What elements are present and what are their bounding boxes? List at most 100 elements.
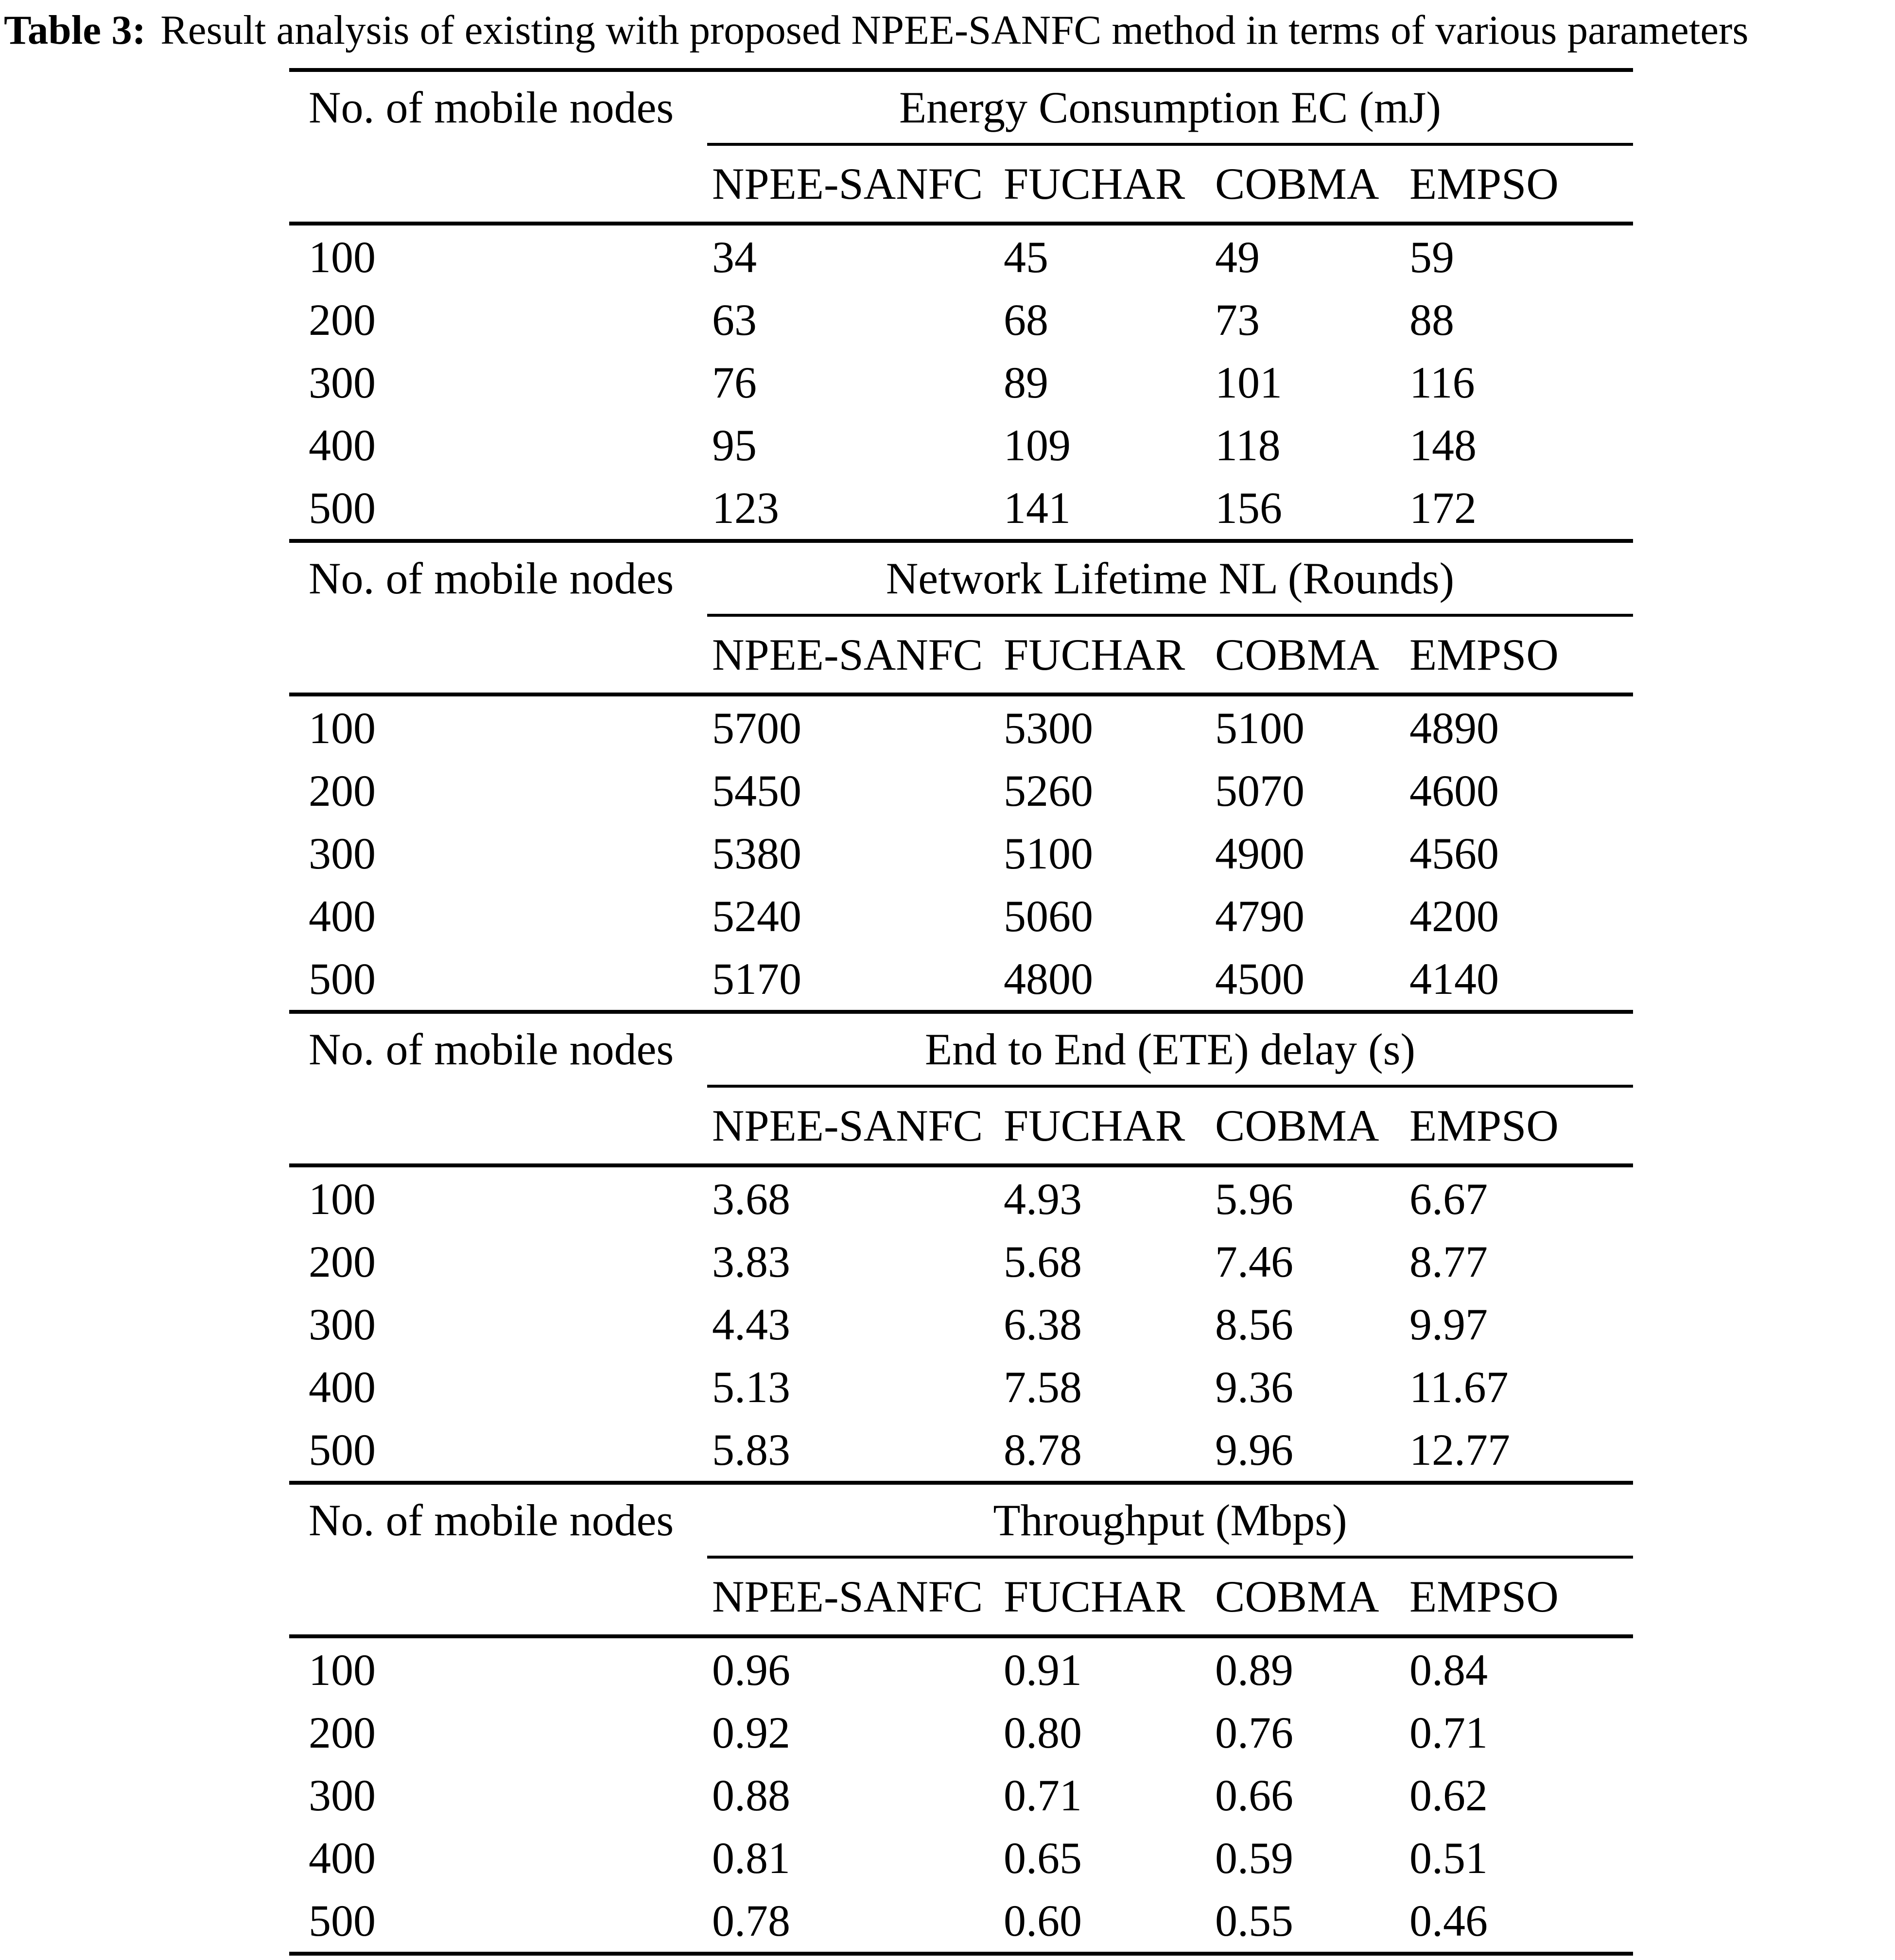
value-cell: 49: [1215, 232, 1260, 282]
value-cell: 5.96: [1215, 1174, 1293, 1224]
value-cell: 123: [712, 483, 779, 533]
table-row: 500 0.78 0.60 0.55 0.46: [289, 1889, 1633, 1952]
value-cell: 0.92: [712, 1707, 790, 1757]
table-section: No. of mobile nodes End to End (ETE) del…: [289, 1014, 1633, 1485]
node-count-cell: 300: [309, 1299, 376, 1349]
node-count-cell: 200: [309, 295, 376, 345]
value-cell: 5450: [712, 765, 801, 815]
value-cell: 3.83: [712, 1236, 790, 1286]
metric-underline-rule: [707, 614, 1633, 617]
value-cell: 5260: [1004, 765, 1093, 815]
value-cell: 3.68: [712, 1174, 790, 1224]
value-cell: 0.96: [712, 1645, 790, 1695]
node-count-cell: 200: [309, 1707, 376, 1757]
section-header-row: No. of mobile nodes Network Lifetime NL …: [289, 543, 1633, 614]
value-cell: 4900: [1215, 828, 1304, 878]
value-cell: 8.77: [1409, 1236, 1488, 1286]
table-row: 200 63 68 73 88: [289, 288, 1633, 351]
metric-underline-row: [289, 1556, 1633, 1559]
table-row: 100 5700 5300 5100 4890: [289, 696, 1633, 759]
value-cell: 76: [712, 357, 757, 407]
value-cell: 4.93: [1004, 1174, 1082, 1224]
table-row: 200 0.92 0.80 0.76 0.71: [289, 1701, 1633, 1764]
value-cell: 4500: [1215, 954, 1304, 1004]
method-header-empso: EMPSO: [1409, 1101, 1559, 1150]
value-cell: 5100: [1215, 703, 1304, 753]
value-cell: 0.81: [712, 1833, 790, 1883]
table-row: 200 3.83 5.68 7.46 8.77: [289, 1230, 1633, 1293]
value-cell: 5300: [1004, 703, 1093, 753]
node-count-cell: 300: [309, 357, 376, 407]
metric-underline-row: [289, 143, 1633, 146]
value-cell: 5100: [1004, 828, 1093, 878]
value-cell: 0.89: [1215, 1645, 1293, 1695]
node-count-cell: 300: [309, 828, 376, 878]
method-header-cobma: COBMA: [1215, 159, 1379, 208]
metric-header-label: Network Lifetime NL (Rounds): [886, 554, 1455, 603]
value-cell: 5.68: [1004, 1236, 1082, 1286]
section-header-row: No. of mobile nodes End to End (ETE) del…: [289, 1014, 1633, 1085]
method-header-empso: EMPSO: [1409, 630, 1559, 679]
method-header-npee-sanfc: NPEE-SANFC: [712, 1572, 983, 1621]
section-rows: 100 5700 5300 5100 4890 200 5450 5260 5070 4600 30…: [289, 696, 1633, 1010]
table-row: 100 0.96 0.91 0.89 0.84: [289, 1638, 1633, 1701]
table-caption-text: Result analysis of existing with propose…: [160, 7, 1749, 53]
value-cell: 0.62: [1409, 1770, 1488, 1820]
value-cell: 4600: [1409, 765, 1499, 815]
value-cell: 5060: [1004, 891, 1093, 941]
value-cell: 116: [1409, 357, 1475, 407]
table-section: No. of mobile nodes Network Lifetime NL …: [289, 543, 1633, 1014]
value-cell: 6.38: [1004, 1299, 1082, 1349]
metric-underline-row: [289, 1085, 1633, 1088]
value-cell: 0.60: [1004, 1895, 1082, 1945]
value-cell: 0.71: [1409, 1707, 1488, 1757]
value-cell: 7.46: [1215, 1236, 1293, 1286]
table-row: 100 3.68 4.93 5.96 6.67: [289, 1167, 1633, 1230]
value-cell: 9.36: [1215, 1362, 1293, 1412]
table-caption: Table 3: Result analysis of existing with…: [4, 6, 1748, 54]
value-cell: 0.80: [1004, 1707, 1082, 1757]
value-cell: 0.55: [1215, 1895, 1293, 1945]
node-count-cell: 200: [309, 765, 376, 815]
node-count-cell: 400: [309, 1833, 376, 1883]
node-count-cell: 500: [309, 483, 376, 533]
value-cell: 8.78: [1004, 1424, 1082, 1474]
value-cell: 4.43: [712, 1299, 790, 1349]
value-cell: 4200: [1409, 891, 1499, 941]
method-header-fuchar: FUCHAR: [1004, 1572, 1185, 1621]
value-cell: 59: [1409, 232, 1454, 282]
table-row: 300 5380 5100 4900 4560: [289, 822, 1633, 885]
method-header-npee-sanfc: NPEE-SANFC: [712, 630, 983, 679]
value-cell: 4790: [1215, 891, 1304, 941]
value-cell: 5.13: [712, 1362, 790, 1412]
method-header-cobma: COBMA: [1215, 1572, 1379, 1621]
header-separator-rule: [289, 1163, 1633, 1167]
table-row: 500 123 141 156 172: [289, 476, 1633, 539]
metric-underline-rule: [707, 143, 1633, 146]
row-header-label: No. of mobile nodes: [309, 83, 674, 132]
metric-underline-rule: [707, 1085, 1633, 1088]
node-count-cell: 100: [309, 703, 376, 753]
value-cell: 0.78: [712, 1895, 790, 1945]
value-cell: 11.67: [1409, 1362, 1509, 1412]
method-header-npee-sanfc: NPEE-SANFC: [712, 159, 983, 208]
section-header-row: No. of mobile nodes Throughput (Mbps): [289, 1485, 1633, 1556]
value-cell: 156: [1215, 483, 1282, 533]
table-row: 500 5170 4800 4500 4140: [289, 947, 1633, 1010]
table-section: No. of mobile nodes Throughput (Mbps) NP…: [289, 1485, 1633, 1956]
method-header-row: NPEE-SANFC FUCHAR COBMA EMPSO: [289, 146, 1633, 222]
value-cell: 9.97: [1409, 1299, 1488, 1349]
table-top-rule: [289, 68, 1633, 72]
method-header-fuchar: FUCHAR: [1004, 1101, 1185, 1150]
metric-underline-rule: [707, 1556, 1633, 1559]
value-cell: 68: [1004, 295, 1048, 345]
results-table-body: No. of mobile nodes Energy Consumption E…: [289, 72, 1633, 1956]
metric-header-label: Throughput (Mbps): [993, 1495, 1347, 1545]
value-cell: 89: [1004, 357, 1048, 407]
value-cell: 141: [1004, 483, 1071, 533]
value-cell: 12.77: [1409, 1424, 1510, 1474]
method-header-fuchar: FUCHAR: [1004, 159, 1185, 208]
value-cell: 148: [1409, 420, 1477, 470]
value-cell: 5170: [712, 954, 801, 1004]
